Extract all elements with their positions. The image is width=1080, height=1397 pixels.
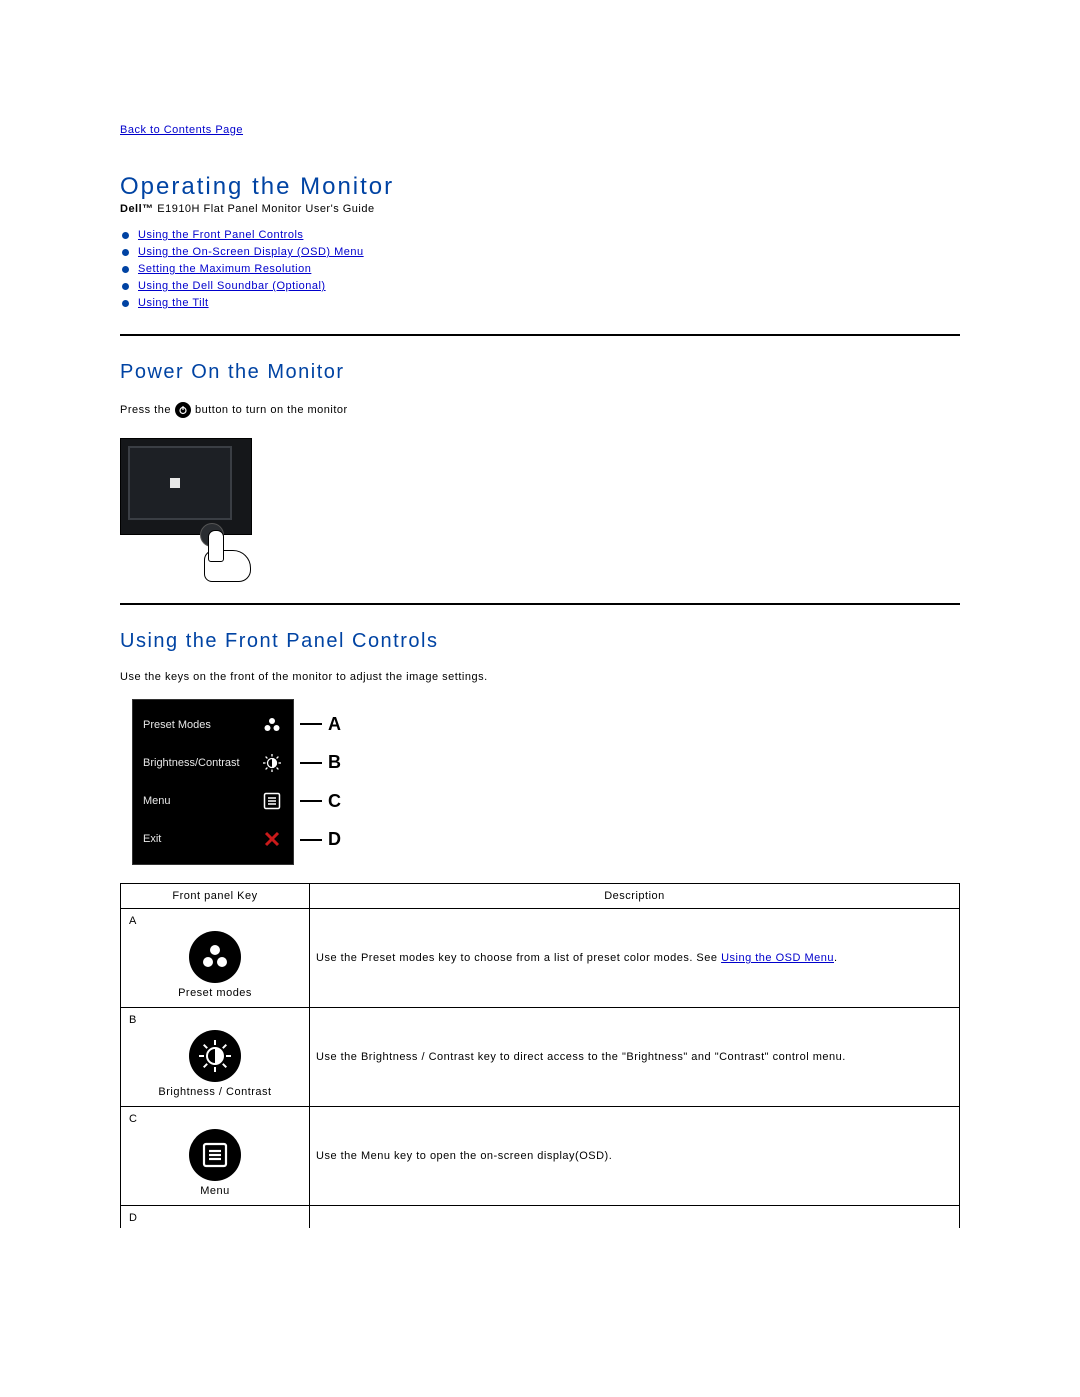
section-heading-power: Power On the Monitor bbox=[120, 361, 960, 384]
brand-name: Dell™ bbox=[120, 203, 154, 215]
toc-link-front-panel[interactable]: Using the Front Panel Controls bbox=[138, 229, 303, 241]
page-title: Operating the Monitor bbox=[120, 173, 960, 201]
osd-row-menu: Menu bbox=[133, 782, 293, 820]
key-label: Menu bbox=[200, 1185, 230, 1197]
front-panel-table: Front panel Key Description A Preset mod… bbox=[120, 883, 960, 1228]
osd-row-brightness: Brightness/Contrast bbox=[133, 744, 293, 782]
toc-link-osd-menu[interactable]: Using the On-Screen Display (OSD) Menu bbox=[138, 246, 364, 258]
press-instruction: Press the button to turn on the monitor bbox=[120, 402, 960, 418]
menu-icon bbox=[189, 1129, 241, 1181]
press-before: Press the bbox=[120, 404, 171, 416]
key-label: Brightness / Contrast bbox=[158, 1086, 271, 1098]
table-row: A Preset modes Use the Preset modes key … bbox=[121, 909, 960, 1008]
brightness-icon bbox=[189, 1030, 241, 1082]
osd-label: Menu bbox=[143, 795, 171, 807]
front-panel-intro: Use the keys on the front of the monitor… bbox=[120, 671, 960, 683]
row-letter: C bbox=[125, 1113, 305, 1125]
osd-row-preset: Preset Modes bbox=[133, 706, 293, 744]
label-b: B bbox=[300, 752, 341, 773]
table-header-key: Front panel Key bbox=[121, 884, 310, 909]
preset-modes-icon bbox=[261, 714, 283, 736]
row-desc: Use the Preset modes key to choose from … bbox=[310, 909, 960, 1008]
power-press-illustration bbox=[120, 438, 275, 578]
osd-menu-link[interactable]: Using the OSD Menu bbox=[721, 952, 834, 964]
row-letter: A bbox=[125, 915, 305, 927]
osd-panel-illustration: Preset Modes Brightness/Contrast Menu Ex… bbox=[132, 699, 960, 865]
toc-link-tilt[interactable]: Using the Tilt bbox=[138, 297, 209, 309]
press-after: button to turn on the monitor bbox=[195, 404, 348, 416]
subtitle-rest: E1910H Flat Panel Monitor User's Guide bbox=[154, 203, 375, 215]
row-letter: D bbox=[125, 1212, 305, 1224]
label-c: C bbox=[300, 791, 341, 812]
toc-link-soundbar[interactable]: Using the Dell Soundbar (Optional) bbox=[138, 280, 326, 292]
divider bbox=[120, 334, 960, 336]
toc-list: Using the Front Panel Controls Using the… bbox=[120, 229, 960, 309]
divider bbox=[120, 603, 960, 605]
table-row: C Menu Use the Menu key to open the on-s… bbox=[121, 1107, 960, 1206]
power-icon bbox=[175, 402, 191, 418]
row-desc: Use the Brightness / Contrast key to dir… bbox=[310, 1008, 960, 1107]
toc-link-max-resolution[interactable]: Setting the Maximum Resolution bbox=[138, 263, 311, 275]
label-a: A bbox=[300, 714, 341, 735]
preset-modes-icon bbox=[189, 931, 241, 983]
osd-label: Exit bbox=[143, 833, 161, 845]
row-letter: B bbox=[125, 1014, 305, 1026]
section-heading-front-panel: Using the Front Panel Controls bbox=[120, 630, 960, 653]
table-row: D bbox=[121, 1206, 960, 1229]
osd-label: Brightness/Contrast bbox=[143, 757, 240, 769]
label-d: D bbox=[300, 829, 341, 850]
menu-icon bbox=[261, 790, 283, 812]
row-desc bbox=[310, 1206, 960, 1229]
exit-icon bbox=[261, 828, 283, 850]
key-label: Preset modes bbox=[178, 987, 252, 999]
back-to-contents-link[interactable]: Back to Contents Page bbox=[120, 124, 243, 136]
osd-label: Preset Modes bbox=[143, 719, 211, 731]
table-row: B Brightness / Contrast Use the Brightne… bbox=[121, 1008, 960, 1107]
table-header-desc: Description bbox=[310, 884, 960, 909]
brightness-icon bbox=[261, 752, 283, 774]
row-desc: Use the Menu key to open the on-screen d… bbox=[310, 1107, 960, 1206]
osd-row-exit: Exit bbox=[133, 820, 293, 858]
subtitle: Dell™ E1910H Flat Panel Monitor User's G… bbox=[120, 203, 960, 215]
